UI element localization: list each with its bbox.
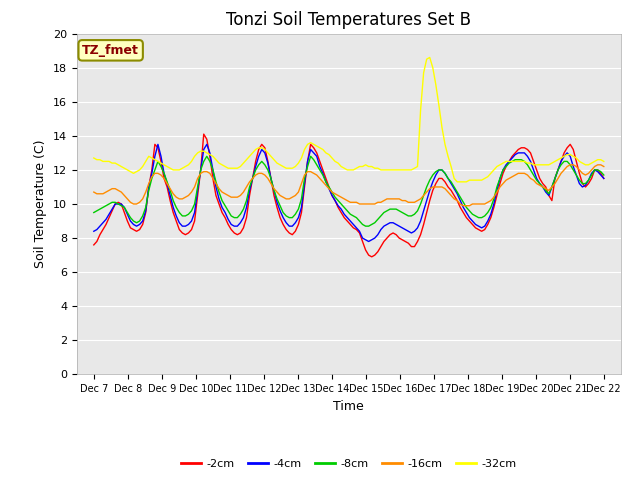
Title: Tonzi Soil Temperatures Set B: Tonzi Soil Temperatures Set B xyxy=(227,11,471,29)
Text: TZ_fmet: TZ_fmet xyxy=(82,44,139,57)
Legend: -2cm, -4cm, -8cm, -16cm, -32cm: -2cm, -4cm, -8cm, -16cm, -32cm xyxy=(177,455,521,474)
X-axis label: Time: Time xyxy=(333,400,364,413)
Y-axis label: Soil Temperature (C): Soil Temperature (C) xyxy=(35,140,47,268)
